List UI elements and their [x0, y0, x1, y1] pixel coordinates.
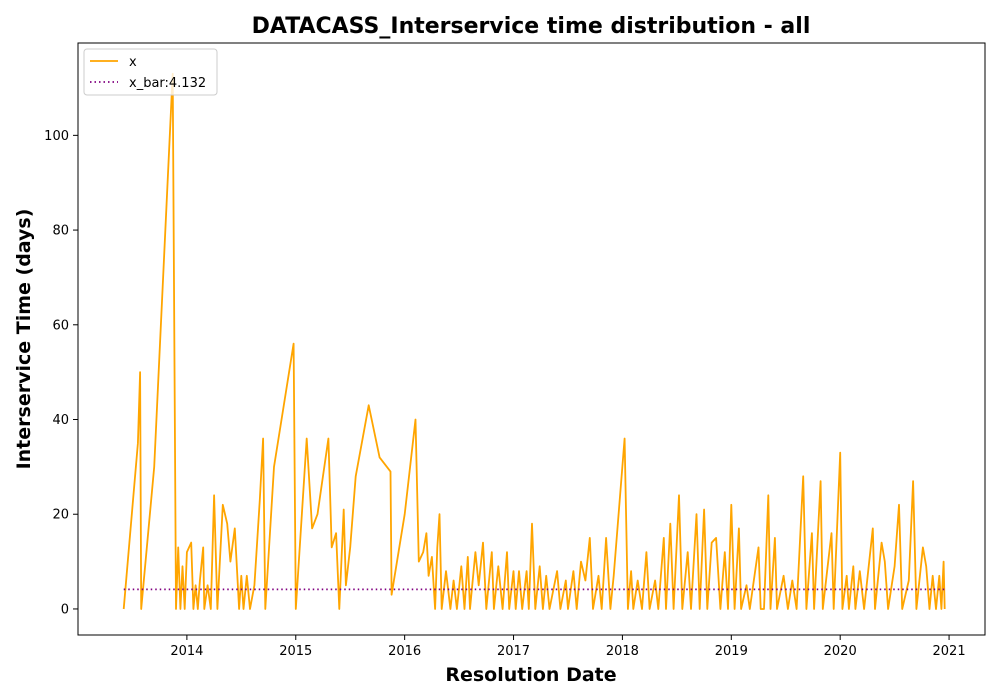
x-axis-label: Resolution Date [445, 664, 616, 686]
legend-label-x-bar: x_bar:4.132 [129, 76, 206, 91]
x-tick-label: 2014 [170, 644, 203, 659]
y-tick-label: 60 [52, 318, 69, 333]
y-axis: 0 20 40 60 80 100 [44, 129, 78, 617]
legend-label-x: x [129, 55, 137, 70]
x-tick-label: 2020 [824, 644, 857, 659]
x-tick-label: 2019 [715, 644, 748, 659]
x-tick-label: 2021 [933, 644, 966, 659]
legend: x x_bar:4.132 [83, 48, 218, 96]
x-tick-label: 2018 [606, 644, 639, 659]
y-axis-label: Interservice Time (days) [13, 209, 35, 470]
y-tick-label: 80 [52, 224, 69, 239]
x-axis: 2014 2015 2016 2017 2018 2019 2020 2021 [170, 635, 966, 659]
y-tick-label: 20 [52, 508, 69, 523]
y-tick-label: 100 [44, 129, 69, 144]
x-tick-label: 2015 [279, 644, 312, 659]
chart-title: DATACASS_Interservice time distribution … [252, 14, 811, 39]
x-tick-label: 2017 [497, 644, 530, 659]
y-tick-label: 40 [52, 413, 69, 428]
series-line-x [122, 72, 946, 610]
plot-frame [77, 42, 986, 636]
x-tick-label: 2016 [388, 644, 421, 659]
y-tick-label: 0 [61, 602, 69, 617]
plot-area [77, 42, 986, 636]
series-layer [122, 72, 946, 610]
